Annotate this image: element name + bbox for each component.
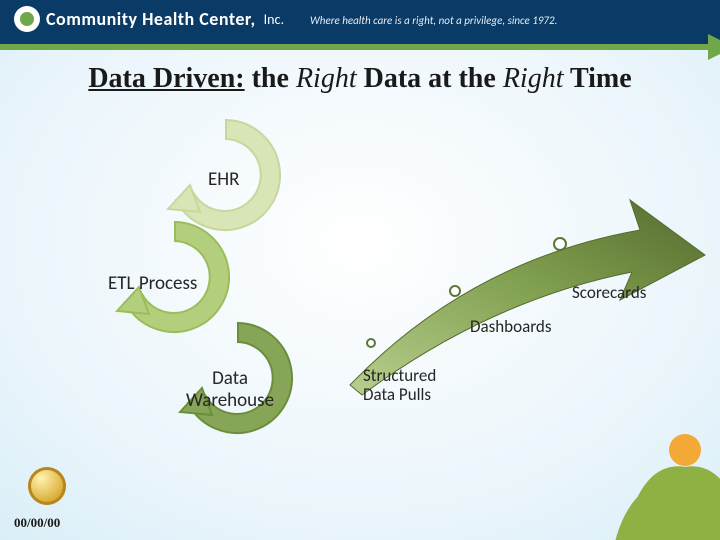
swoosh-label-datapulls: Data Pulls <box>363 384 431 405</box>
swoosh-dot-1 <box>366 338 376 348</box>
footer-date: 00/00/00 <box>14 515 60 531</box>
badge-gold-icon <box>28 467 66 505</box>
swoosh-label-scorecards: Scorecards <box>572 282 646 303</box>
swoosh-label-dashboards: Dashboards <box>470 316 552 337</box>
slide-root: Community Health Center, Inc. Where heal… <box>0 0 720 540</box>
swoosh-dot-3 <box>553 237 567 251</box>
swoosh-label-structured: Structured <box>363 365 436 386</box>
swoosh-dot-2 <box>449 285 461 297</box>
corner-figure-icon <box>590 420 720 540</box>
